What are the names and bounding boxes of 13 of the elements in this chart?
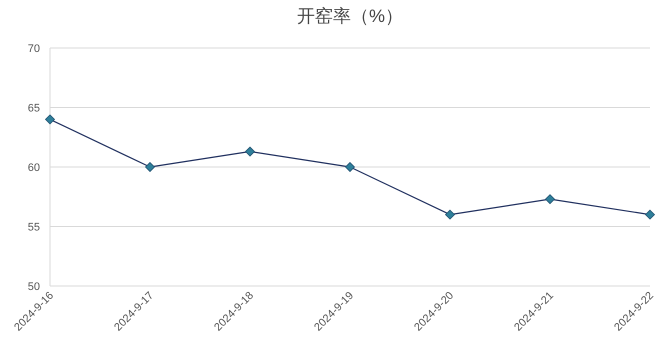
point <box>145 162 155 172</box>
y-tick-label: 65 <box>28 102 40 114</box>
chart-title: 开窑率（%） <box>296 6 404 26</box>
y-tick-label: 50 <box>28 281 40 293</box>
point <box>545 194 555 204</box>
point <box>445 210 455 220</box>
point <box>245 146 255 156</box>
y-tick-label: 70 <box>28 43 40 55</box>
point <box>45 114 55 124</box>
y-tick-label: 60 <box>28 162 40 174</box>
point <box>345 162 355 172</box>
y-tick-label: 55 <box>28 222 40 234</box>
point <box>645 210 655 220</box>
